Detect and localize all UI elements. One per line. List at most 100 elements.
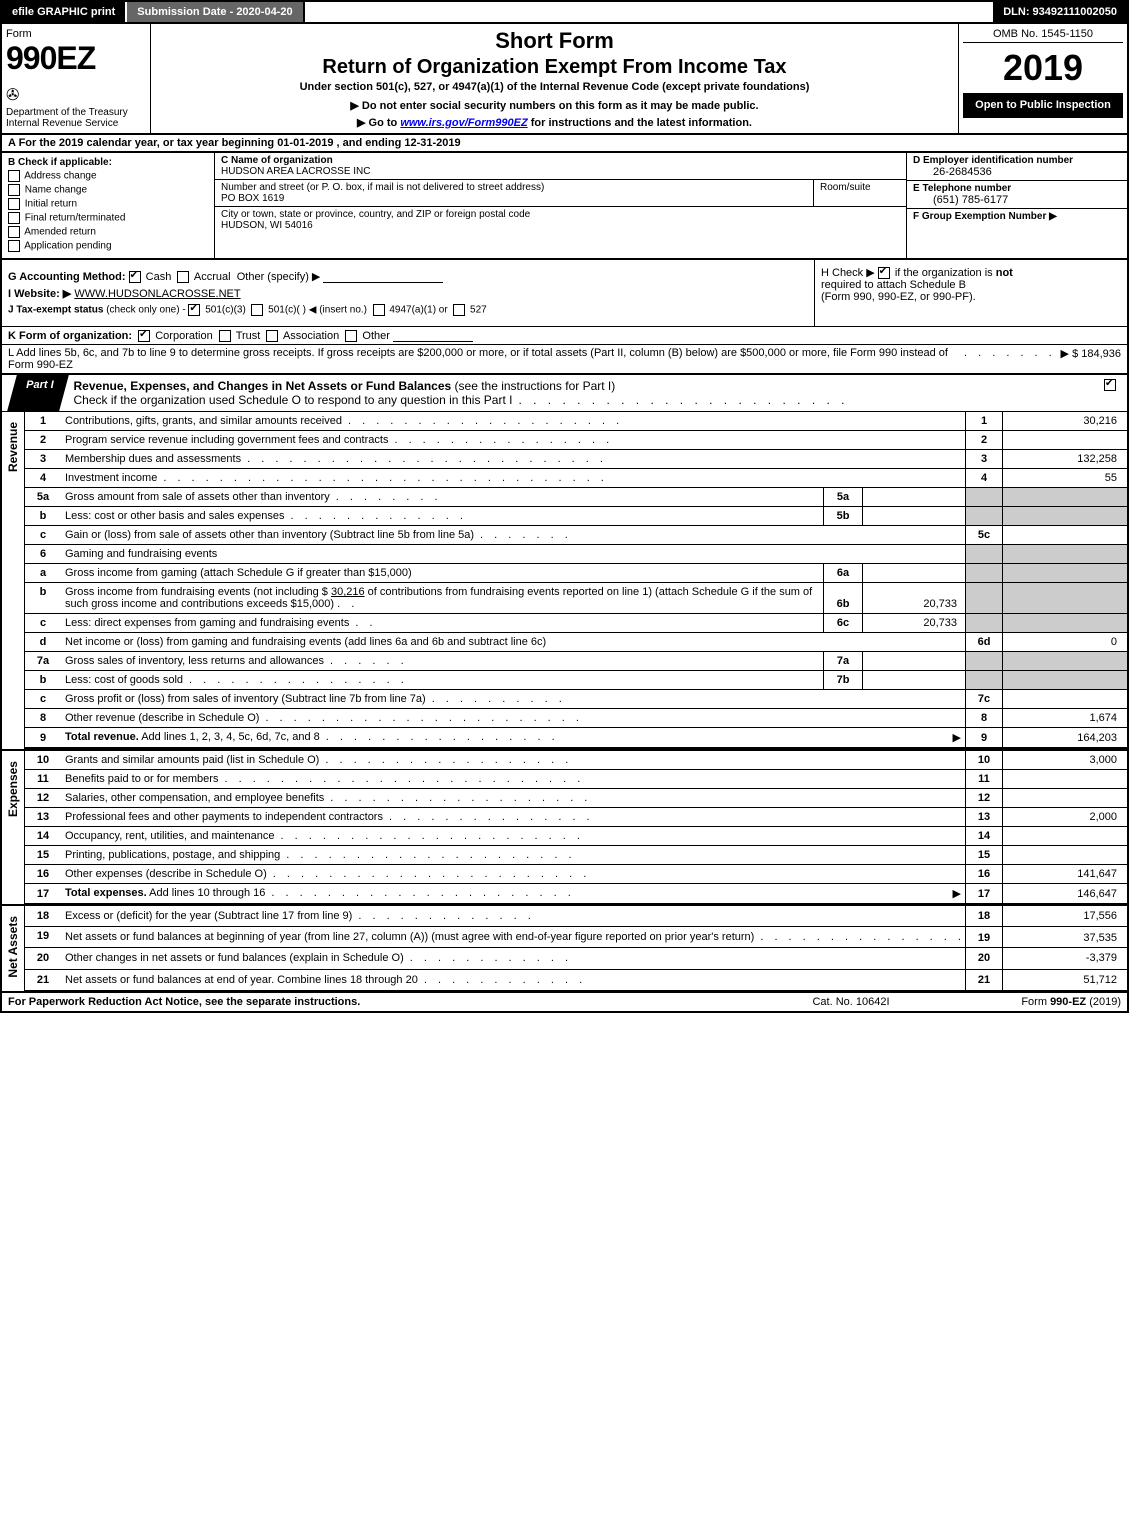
org-name: HUDSON AREA LACROSSE INC [221,166,900,177]
cb-527[interactable] [453,304,465,316]
line-9: 9 Total revenue. Add lines 1, 2, 3, 4, 5… [25,728,1127,749]
cb-h-check[interactable] [878,267,890,279]
val-6d: 0 [1003,633,1128,652]
val-7b [863,671,966,690]
phone-label: E Telephone number [913,183,1121,194]
ein-cell: D Employer identification number 26-2684… [907,153,1127,181]
info-block: B Check if applicable: Address change Na… [0,153,1129,260]
line-6: 6 Gaming and fundraising events [25,545,1127,564]
l-amount: $ 184,936 [1072,348,1121,360]
line-6d: d Net income or (loss) from gaming and f… [25,633,1127,652]
val-17: 146,647 [1003,884,1128,904]
val-8: 1,674 [1003,709,1128,728]
val-9: 164,203 [1003,728,1128,749]
line-4: 4 Investment income. . . . . . . . . . .… [25,469,1127,488]
cb-corporation[interactable] [138,330,150,342]
topbar-spacer [305,2,994,22]
line-11: 11 Benefits paid to or for members. . . … [25,770,1127,789]
goto-prefix: ▶ Go to [357,117,400,129]
dln-label: DLN: 93492111002050 [993,2,1127,22]
val-7c [1003,690,1128,709]
line-h: H Check ▶ if the organization is not req… [814,260,1127,326]
line-6a: a Gross income from gaming (attach Sched… [25,564,1127,583]
line-17: 17 Total expenses. Add lines 10 through … [25,884,1127,904]
cb-accrual[interactable] [177,271,189,283]
cb-initial-return[interactable]: Initial return [8,198,208,210]
cb-cash[interactable] [129,271,141,283]
revenue-section: Revenue 1 Contributions, gifts, grants, … [0,412,1129,749]
line-g: G Accounting Method: Cash Accrual Other … [8,270,808,283]
line-7b: b Less: cost of goods sold. . . . . . . … [25,671,1127,690]
ein-label: D Employer identification number [913,155,1121,166]
org-name-cell: C Name of organization HUDSON AREA LACRO… [215,153,906,180]
cb-amended-return[interactable]: Amended return [8,226,208,238]
addr-value: PO BOX 1619 [221,193,807,204]
line-8: 8 Other revenue (describe in Schedule O)… [25,709,1127,728]
line-5c: c Gain or (loss) from sale of assets oth… [25,526,1127,545]
submission-date-btn[interactable]: Submission Date - 2020-04-20 [127,2,304,22]
under-section: Under section 501(c), 527, or 4947(a)(1)… [161,81,948,93]
line-12: 12 Salaries, other compensation, and emp… [25,789,1127,808]
line-19: 19 Net assets or fund balances at beginn… [25,927,1127,948]
goto-link[interactable]: www.irs.gov/Form990EZ [400,117,527,129]
footer-cat-no: Cat. No. 10642I [761,996,941,1008]
netassets-table: 18 Excess or (deficit) for the year (Sub… [25,906,1127,991]
footer-right: Form 990-EZ (2019) [941,996,1121,1008]
group-label: F Group Exemption Number ▶ [913,211,1121,222]
phone-value: (651) 785-6177 [913,194,1121,206]
val-13: 2,000 [1003,808,1128,827]
line-k: K Form of organization: Corporation Trus… [0,327,1129,345]
goto-suffix: for instructions and the latest informat… [528,117,752,129]
val-6a [863,564,966,583]
line-13: 13 Professional fees and other payments … [25,808,1127,827]
cb-final-return[interactable]: Final return/terminated [8,212,208,224]
val-1: 30,216 [1003,412,1128,431]
ghi-block: G Accounting Method: Cash Accrual Other … [0,260,1129,327]
val-19: 37,535 [1003,927,1128,948]
val-5c [1003,526,1128,545]
cb-name-change[interactable]: Name change [8,184,208,196]
col-c-org-info: C Name of organization HUDSON AREA LACRO… [215,153,907,258]
j-label: J Tax-exempt status [8,305,103,316]
addr-label: Number and street (or P. O. box, if mail… [221,182,807,193]
revenue-side-label: Revenue [2,412,25,749]
cb-trust[interactable] [219,330,231,342]
cb-association[interactable] [266,330,278,342]
col-b-title: B Check if applicable: [8,157,208,168]
donot-note: ▶ Do not enter social security numbers o… [161,99,948,112]
line-1: 1 Contributions, gifts, grants, and simi… [25,412,1127,431]
line-15: 15 Printing, publications, postage, and … [25,846,1127,865]
line-5a: 5a Gross amount from sale of assets othe… [25,488,1127,507]
cb-application-pending[interactable]: Application pending [8,240,208,252]
line-10: 10 Grants and similar amounts paid (list… [25,751,1127,770]
part1-header: Part I Revenue, Expenses, and Changes in… [0,375,1129,412]
city-cell: City or town, state or province, country… [215,207,906,233]
form-number: 990EZ [6,40,146,77]
i-label: I Website: ▶ [8,288,71,300]
cb-501c[interactable] [251,304,263,316]
efile-print-btn[interactable]: efile GRAPHIC print [2,2,127,22]
val-10: 3,000 [1003,751,1128,770]
line-7c: c Gross profit or (loss) from sales of i… [25,690,1127,709]
website-url[interactable]: WWW.HUDSONLACROSSE.NET [74,288,240,300]
room-cell: Room/suite [814,180,906,206]
city-value: HUDSON, WI 54016 [221,220,900,231]
row-a-tax-year: A For the 2019 calendar year, or tax yea… [0,135,1129,153]
other-org-input[interactable] [393,329,473,342]
open-public-badge: Open to Public Inspection [963,93,1123,118]
line-j: J Tax-exempt status (check only one) - 5… [8,304,808,316]
cb-other-org[interactable] [345,330,357,342]
val-6b: 20,733 [863,583,966,614]
return-title: Return of Organization Exempt From Incom… [161,56,948,79]
val-11 [1003,770,1128,789]
goto-note: ▶ Go to www.irs.gov/Form990EZ for instru… [161,116,948,129]
part1-schedule-o-check[interactable] [1095,375,1127,411]
other-method-input[interactable] [323,270,443,283]
cb-4947[interactable] [373,304,385,316]
val-5a [863,488,966,507]
irs-label: Internal Revenue Service [6,118,146,129]
form-label: Form [6,28,146,40]
val-6b-contrib: 30,216 [331,586,365,598]
cb-address-change[interactable]: Address change [8,170,208,182]
cb-501c3[interactable] [188,304,200,316]
